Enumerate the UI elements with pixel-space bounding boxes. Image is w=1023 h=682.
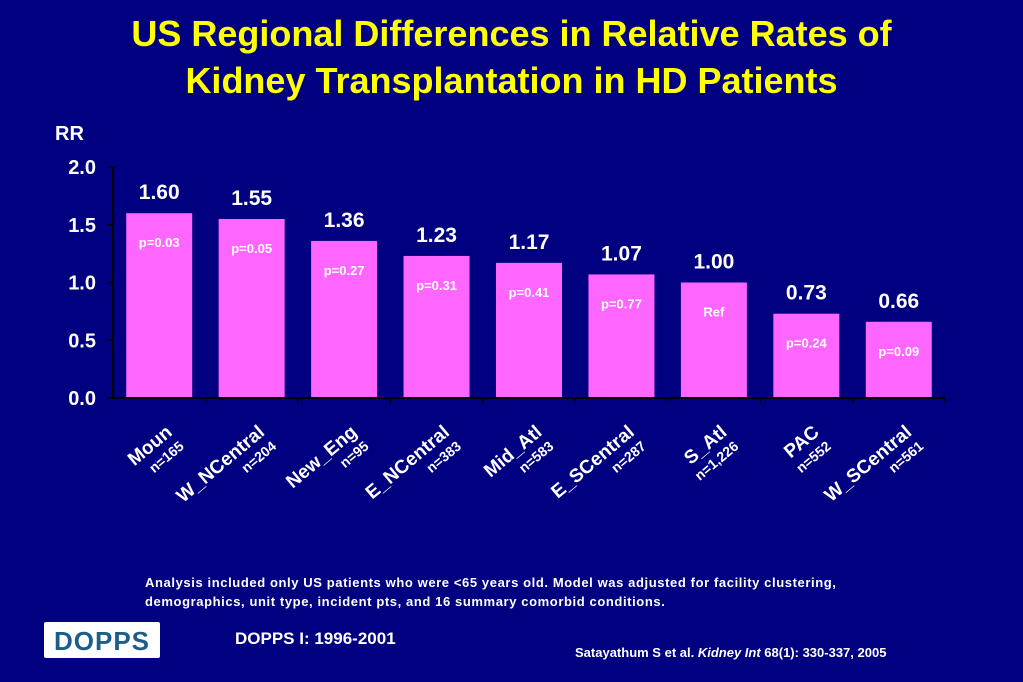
footnote-line-1: Analysis included only US patients who w… [145, 575, 837, 590]
value-label: 1.36 [324, 209, 365, 232]
value-label: 1.23 [416, 224, 457, 247]
bar-Mid_Atl [496, 262, 562, 398]
y-tick-label: 1.5 [68, 215, 96, 237]
p-value-label: p=0.05 [231, 241, 272, 256]
footnote: Analysis included only US patients who w… [145, 573, 995, 611]
value-label: 1.00 [693, 251, 734, 274]
value-label: 1.55 [231, 187, 272, 210]
bar-E_NCentral [403, 255, 470, 398]
value-label: 1.60 [139, 181, 180, 204]
bar-S_Atl [680, 282, 747, 398]
p-value-label: p=0.24 [786, 336, 828, 351]
bar-W_SCentral [865, 321, 932, 398]
bar-PAC [773, 313, 840, 398]
value-label: 1.17 [509, 231, 550, 254]
bar-Moun [126, 213, 193, 398]
p-value-label: p=0.27 [324, 263, 365, 278]
citation-authors: Satayathum S et al. [575, 645, 698, 660]
bar-E_SCentral [588, 274, 655, 398]
y-tick-label: 0.5 [68, 330, 96, 352]
title-line-1: US Regional Differences in Relative Rate… [131, 13, 892, 54]
value-label: 0.66 [878, 290, 919, 313]
value-label: 0.73 [786, 282, 827, 305]
logo-text: DOPPS [53, 626, 151, 656]
p-value-label: p=0.41 [509, 285, 550, 300]
title-line-2: Kidney Transplantation in HD Patients [185, 60, 838, 101]
citation-ref: 68(1): 330-337, 2005 [760, 645, 887, 660]
citation-journal: Kidney Int [697, 645, 761, 660]
footnote-line-2: demographics, unit type, incident pts, a… [145, 594, 666, 609]
p-value-label: p=0.03 [139, 235, 180, 250]
p-value-label: p=0.31 [416, 278, 457, 293]
bar-W_NCentral [218, 218, 285, 398]
p-value-label: p=0.09 [878, 344, 919, 359]
dopps-logo: DOPPS [44, 622, 160, 658]
p-value-label: Ref [703, 305, 725, 320]
bar-New_Eng [311, 240, 378, 398]
citation: Satayathum S et al. Kidney Int 68(1): 33… [575, 645, 886, 660]
study-period: DOPPS I: 1996-2001 [235, 629, 396, 648]
y-tick-label: 2.0 [68, 157, 96, 179]
y-axis-label: RR [55, 123, 84, 145]
value-label: 1.07 [601, 242, 642, 265]
p-value-label: p=0.77 [601, 296, 642, 311]
y-tick-label: 1.0 [68, 273, 96, 295]
slide-title: US Regional Differences in Relative Rate… [0, 10, 1023, 104]
y-tick-label: 0.0 [68, 388, 96, 410]
